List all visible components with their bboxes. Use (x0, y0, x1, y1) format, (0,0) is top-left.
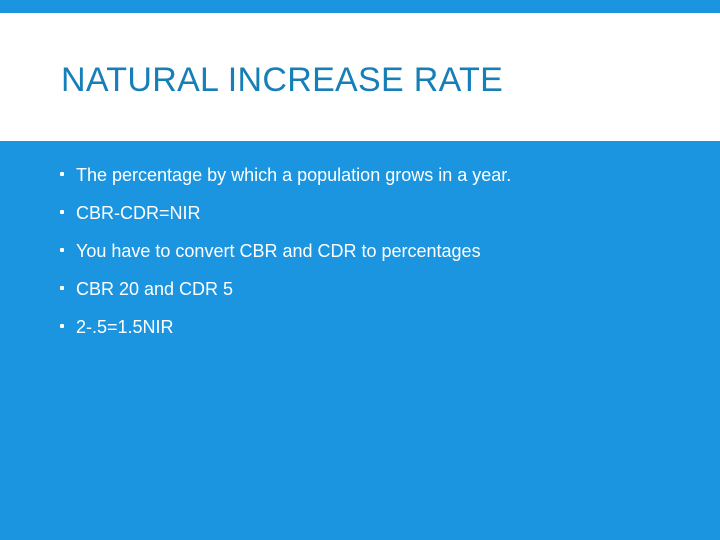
bullet-marker-icon (60, 324, 64, 328)
title-band (0, 13, 720, 141)
slide-title: NATURAL INCREASE RATE (61, 61, 504, 99)
bullet-text: CBR 20 and CDR 5 (76, 279, 234, 299)
bullet-marker-icon (60, 248, 64, 252)
bullet-text: You have to convert CBR and CDR to perce… (76, 241, 481, 261)
bullet-text: CBR-CDR=NIR (76, 203, 201, 223)
bullet-text: 2-.5=1.5NIR (76, 317, 174, 337)
bullet-marker-icon (60, 210, 64, 214)
bullet-marker-icon (60, 286, 64, 290)
bullet-text: The percentage by which a population gro… (76, 165, 512, 185)
bullet-marker-icon (60, 172, 64, 176)
